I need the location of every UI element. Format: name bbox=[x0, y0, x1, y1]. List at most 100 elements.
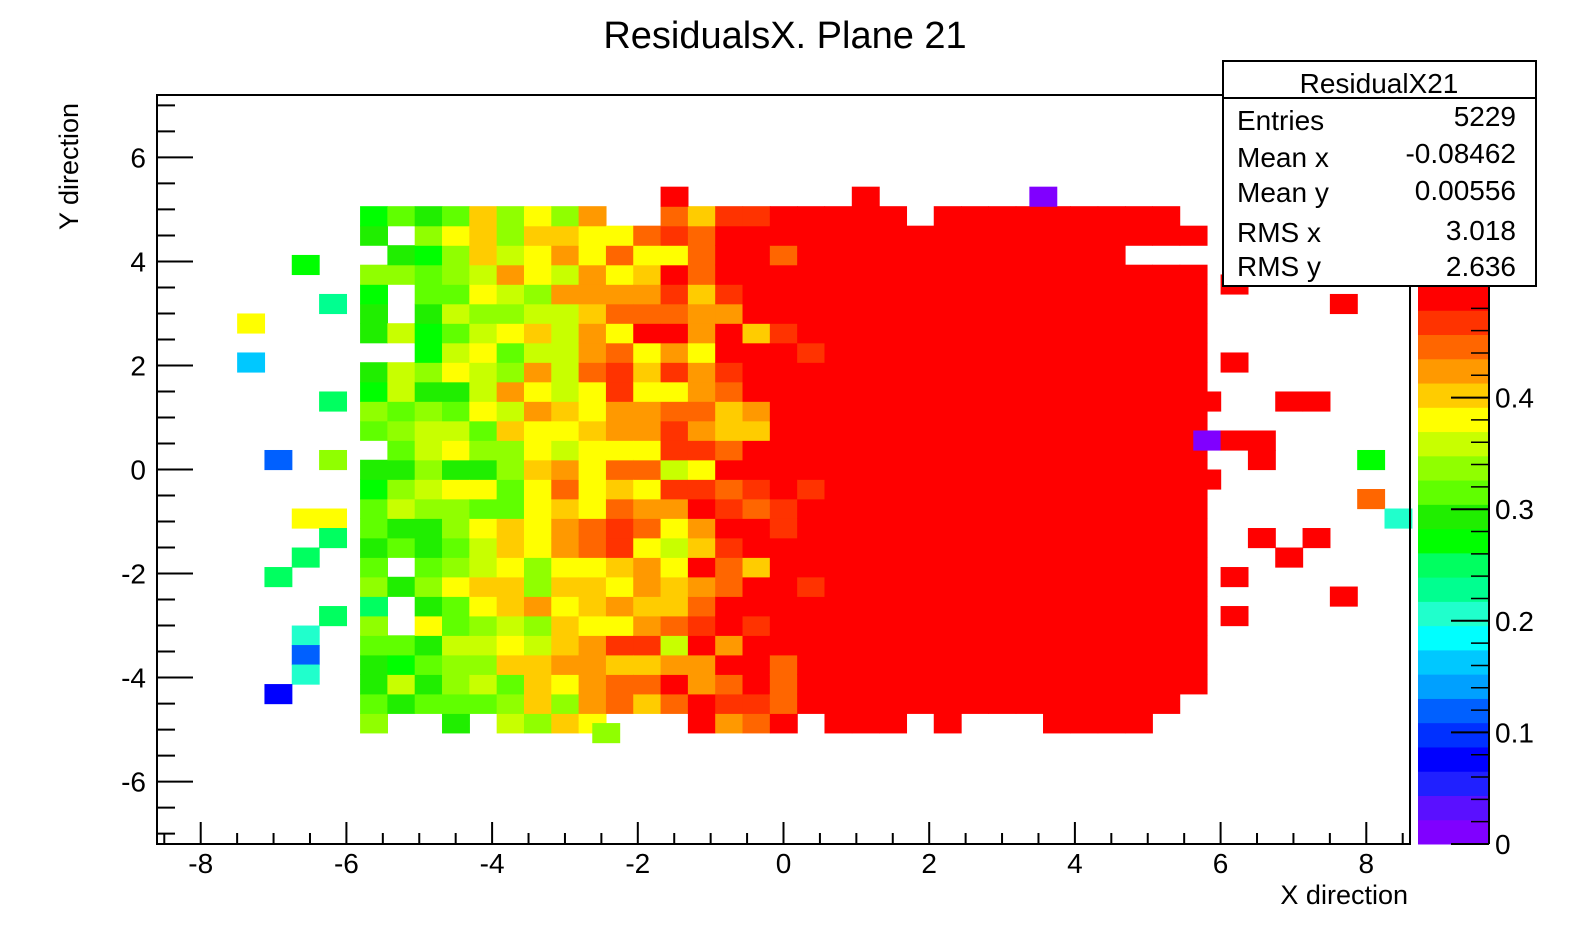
heatmap-cell bbox=[797, 284, 826, 305]
heatmap-cell bbox=[933, 498, 962, 519]
heatmap-cell bbox=[687, 459, 716, 480]
colorbar-swatch bbox=[1418, 528, 1489, 554]
heatmap-cell bbox=[496, 498, 525, 519]
heatmap-cell bbox=[291, 254, 320, 276]
heatmap-cell bbox=[360, 459, 388, 480]
heatmap-cell bbox=[742, 303, 771, 324]
heatmap-cell bbox=[1179, 557, 1208, 578]
heatmap-cell bbox=[961, 342, 989, 363]
heatmap-cell bbox=[1070, 342, 1099, 363]
heatmap-cell bbox=[851, 323, 880, 344]
heatmap-cell bbox=[578, 654, 607, 675]
heatmap-cell bbox=[933, 342, 962, 363]
heatmap-cell bbox=[988, 245, 1017, 266]
heatmap-cell bbox=[1152, 576, 1181, 597]
heatmap-cell bbox=[633, 420, 662, 441]
heatmap-cell bbox=[1043, 693, 1071, 714]
heatmap-cell bbox=[1043, 479, 1071, 500]
heatmap-cell bbox=[715, 225, 744, 246]
heatmap-cell bbox=[1302, 391, 1331, 412]
heatmap-cell bbox=[769, 518, 798, 539]
heatmap-cell bbox=[414, 225, 443, 246]
colorbar-swatch bbox=[1418, 431, 1489, 457]
heatmap-cell bbox=[578, 596, 607, 617]
heatmap-cell bbox=[1124, 518, 1153, 539]
colorbar-swatch bbox=[1418, 552, 1489, 578]
heatmap-cell bbox=[879, 498, 908, 519]
heatmap-cell bbox=[633, 284, 662, 305]
heatmap-cell bbox=[797, 654, 826, 675]
heatmap-cell bbox=[933, 206, 962, 227]
heatmap-cell bbox=[1043, 654, 1071, 675]
heatmap-cell bbox=[605, 303, 634, 324]
heatmap-cell bbox=[414, 654, 443, 675]
heatmap-cell bbox=[769, 342, 798, 363]
heatmap-cell bbox=[687, 264, 716, 285]
heatmap-cell bbox=[769, 498, 798, 519]
heatmap-cell bbox=[933, 674, 962, 695]
heatmap-cell bbox=[1152, 615, 1181, 636]
heatmap-cell bbox=[906, 557, 935, 578]
heatmap-cell bbox=[496, 206, 525, 227]
heatmap-cell bbox=[1043, 440, 1071, 461]
heatmap-cell bbox=[1015, 362, 1044, 383]
heatmap-cell bbox=[1097, 518, 1126, 539]
heatmap-cell bbox=[578, 479, 607, 500]
heatmap-cell bbox=[442, 284, 470, 305]
heatmap-cell bbox=[1070, 401, 1099, 422]
heatmap-cell bbox=[387, 635, 416, 656]
heatmap-cell bbox=[551, 225, 580, 246]
heatmap-cell bbox=[1070, 635, 1099, 656]
heatmap-cell bbox=[742, 342, 771, 363]
heatmap-cell bbox=[605, 498, 634, 519]
heatmap-cell bbox=[1097, 654, 1126, 675]
heatmap-cell bbox=[1070, 537, 1099, 558]
heatmap-cell bbox=[1179, 674, 1208, 695]
heatmap-cell bbox=[1043, 206, 1071, 227]
heatmap-cell bbox=[442, 342, 470, 363]
heatmap-cell bbox=[715, 674, 744, 695]
heatmap-cell bbox=[769, 615, 798, 636]
heatmap-cell bbox=[319, 528, 348, 549]
heatmap-cell bbox=[851, 264, 880, 285]
heatmap-cell bbox=[605, 635, 634, 656]
heatmap-cell bbox=[387, 381, 416, 402]
heatmap-cell bbox=[1097, 674, 1126, 695]
heatmap-cell bbox=[1124, 420, 1153, 441]
heatmap-cell bbox=[442, 440, 470, 461]
heatmap-cell bbox=[551, 557, 580, 578]
heatmap-cell bbox=[496, 420, 525, 441]
heatmap-cell bbox=[1124, 362, 1153, 383]
heatmap-cell bbox=[1043, 342, 1071, 363]
heatmap-cell bbox=[605, 518, 634, 539]
heatmap-cell bbox=[879, 303, 908, 324]
heatmap-cell bbox=[660, 440, 689, 461]
heatmap-cell bbox=[1043, 323, 1071, 344]
heatmap-cell bbox=[523, 264, 552, 285]
heatmap-cell bbox=[551, 479, 580, 500]
heatmap-cell bbox=[442, 674, 470, 695]
heatmap-cell bbox=[797, 362, 826, 383]
heatmap-cell bbox=[687, 225, 716, 246]
heatmap-cell bbox=[824, 674, 853, 695]
heatmap-cell bbox=[442, 206, 470, 227]
heatmap-cell bbox=[906, 576, 935, 597]
heatmap-cell bbox=[414, 479, 443, 500]
heatmap-cell bbox=[824, 596, 853, 617]
heatmap-cell bbox=[1152, 284, 1181, 305]
heatmap-cell bbox=[578, 693, 607, 714]
heatmap-cell bbox=[442, 264, 470, 285]
heatmap-cell bbox=[360, 381, 388, 402]
heatmap-cell bbox=[633, 245, 662, 266]
heatmap-cell bbox=[687, 420, 716, 441]
heatmap-cell bbox=[360, 557, 388, 578]
heatmap-cell bbox=[523, 713, 552, 734]
heatmap-cell bbox=[469, 537, 498, 558]
heatmap-cell bbox=[496, 459, 525, 480]
heatmap-cell bbox=[687, 401, 716, 422]
heatmap-cell bbox=[879, 518, 908, 539]
heatmap-cell bbox=[961, 635, 989, 656]
heatmap-cell bbox=[906, 342, 935, 363]
heatmap-cell bbox=[496, 381, 525, 402]
